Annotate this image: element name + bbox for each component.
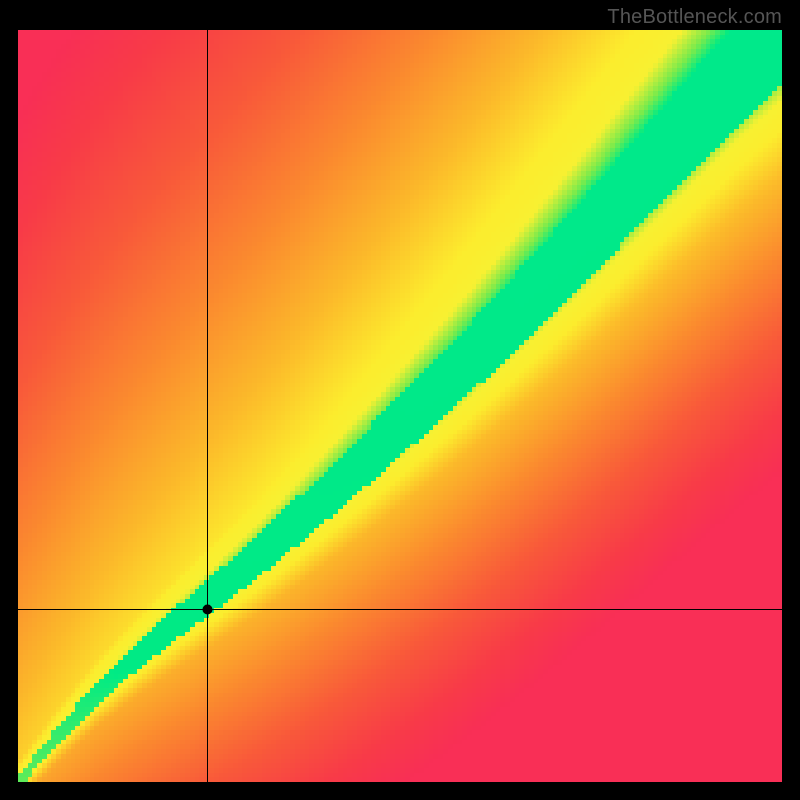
chart-container: TheBottleneck.com <box>0 0 800 800</box>
watermark-text: TheBottleneck.com <box>607 6 782 29</box>
heatmap-plot <box>18 30 782 782</box>
heatmap-canvas <box>18 30 782 782</box>
